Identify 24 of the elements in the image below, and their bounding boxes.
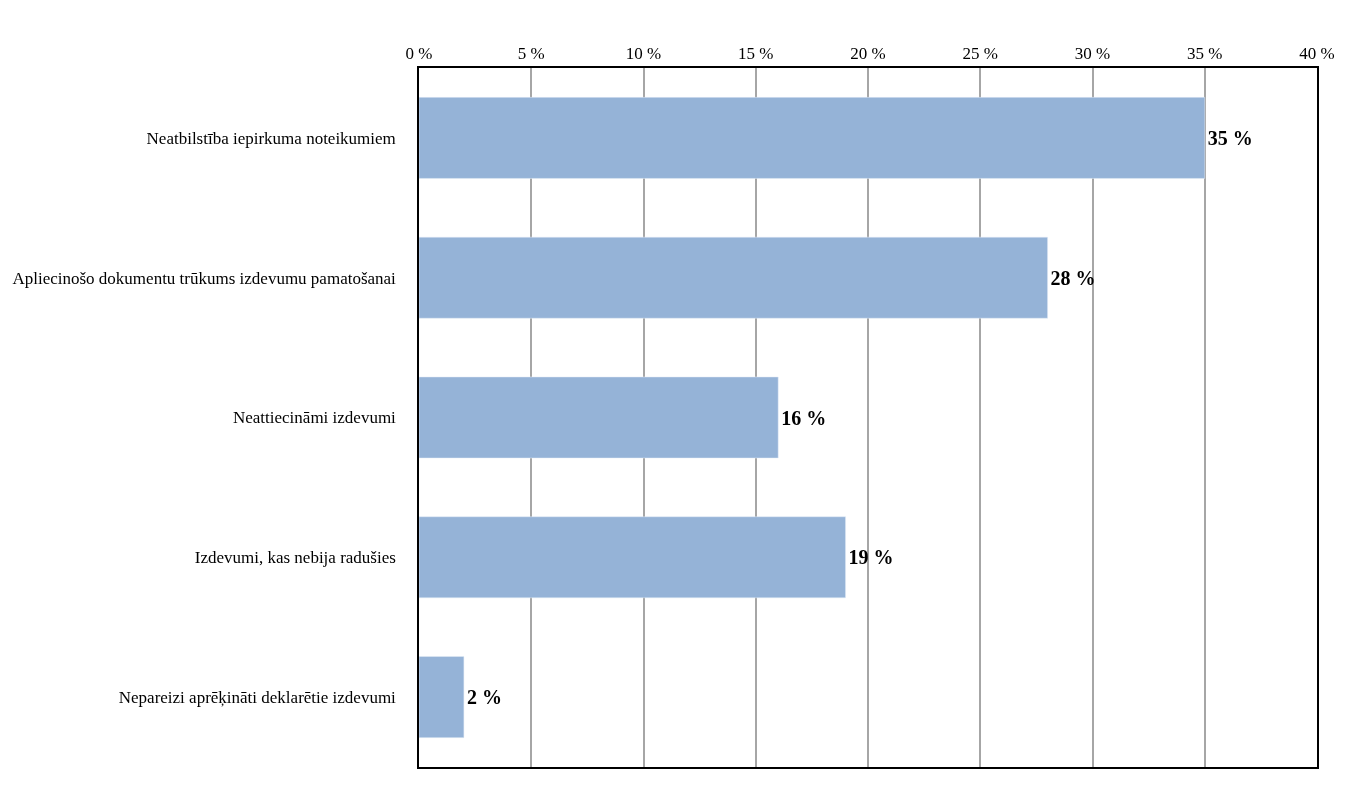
y-tick-label: Neattiecināmi izdevumi (232, 408, 397, 428)
bar (419, 376, 779, 459)
bar (419, 97, 1205, 179)
y-tick-label: Apliecinošo dokumentu trūkums izdevumu pamatošanai (12, 268, 397, 288)
x-tick-label: 5 % (517, 44, 545, 64)
x-tick-label: 0 % (405, 44, 433, 64)
data-label: 19 % (848, 546, 894, 569)
x-tick-label: 25 % (962, 44, 998, 64)
x-tick-label: 10 % (625, 44, 662, 64)
x-tick-label: 35 % (1187, 44, 1223, 64)
y-tick-label: Nepareizi aprēķināti deklarētie izdevumi (118, 688, 397, 708)
bar (419, 656, 465, 738)
y-tick-label: Izdevumi, kas nebija radušies (194, 548, 396, 568)
data-label: 35 % (1207, 126, 1253, 149)
x-tick-label: 15 % (738, 44, 774, 64)
data-label: 2 % (466, 686, 502, 709)
x-tick-label: 30 % (1074, 44, 1111, 64)
x-tick-label: 40 % (1299, 44, 1335, 64)
y-tick-label: Neatbilstība iepirkuma noteikumiem (146, 128, 396, 148)
data-label: 28 % (1050, 266, 1096, 289)
bar (419, 236, 1048, 319)
bar (419, 516, 846, 599)
data-label: 16 % (781, 406, 827, 429)
x-tick-label: 20 % (850, 44, 886, 64)
